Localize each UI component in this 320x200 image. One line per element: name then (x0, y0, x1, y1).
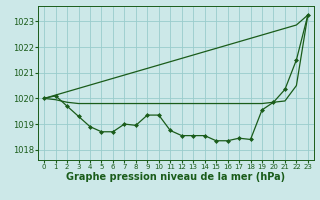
X-axis label: Graphe pression niveau de la mer (hPa): Graphe pression niveau de la mer (hPa) (67, 172, 285, 182)
